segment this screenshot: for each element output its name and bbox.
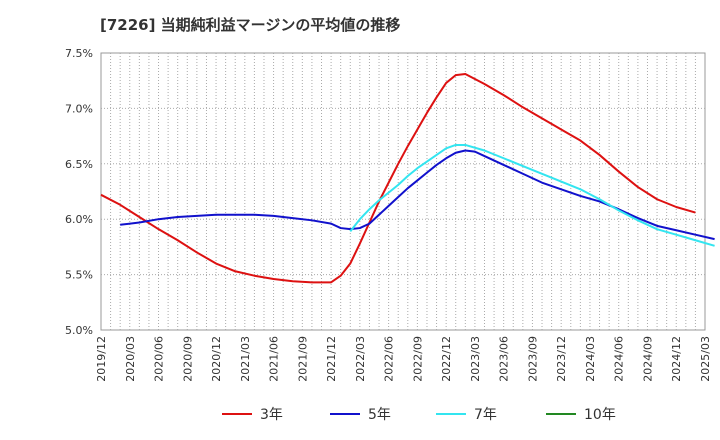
x-tick-label: 2022/03 (354, 336, 367, 382)
y-tick-label: 7.0% (65, 102, 93, 115)
y-tick-label: 6.5% (65, 158, 93, 171)
x-tick-label: 2023/03 (469, 336, 482, 382)
legend-label-0: 3年 (260, 407, 283, 423)
x-tick-label: 2024/03 (584, 336, 597, 382)
y-tick-label: 7.5% (65, 47, 93, 60)
series-line-0 (100, 73, 696, 284)
x-tick-label: 2022/09 (411, 336, 424, 382)
x-axis: 2019/12 2020/03 2020/06 2020/09 2020/12 2021/… (95, 336, 712, 382)
x-tick-label: 2025/03 (699, 336, 712, 382)
chart-title: [7226] 当期純利益マージンの平均値の推移 (100, 16, 401, 34)
x-tick-label: 2022/06 (383, 336, 396, 382)
grid-lines (101, 53, 705, 330)
y-axis: 5.0% 5.5% 6.0% 6.5% 7.0% 7.5% (65, 47, 93, 337)
y-tick-label: 5.5% (65, 269, 93, 282)
legend-label-1: 5年 (368, 407, 391, 423)
x-tick-label: 2022/12 (440, 336, 453, 382)
legend-label-2: 7年 (474, 407, 497, 423)
x-tick-label: 2020/12 (210, 336, 223, 382)
x-tick-label: 2024/12 (670, 336, 683, 382)
series-line-2 (349, 143, 715, 247)
x-tick-label: 2023/12 (555, 336, 568, 382)
x-tick-label: 2020/06 (153, 336, 166, 382)
y-tick-label: 6.0% (65, 213, 93, 226)
x-tick-label: 2023/09 (526, 336, 539, 382)
y-tick-label: 5.0% (65, 324, 93, 337)
x-tick-label: 2021/12 (325, 336, 338, 382)
x-tick-label: 2024/06 (613, 336, 626, 382)
x-tick-label: 2024/09 (641, 336, 654, 382)
x-tick-label: 2021/06 (268, 336, 281, 382)
x-tick-label: 2021/09 (296, 336, 309, 382)
x-tick-label: 2021/03 (239, 336, 252, 382)
x-tick-label: 2023/06 (498, 336, 511, 382)
legend: 3年 5年 7年 10年 (222, 407, 616, 423)
legend-label-3: 10年 (584, 407, 616, 423)
x-tick-label: 2020/03 (124, 336, 137, 382)
x-tick-label: 2020/09 (181, 336, 194, 382)
x-tick-label: 2019/12 (95, 336, 108, 382)
series-lines (100, 73, 715, 284)
series-line-1 (120, 149, 715, 241)
